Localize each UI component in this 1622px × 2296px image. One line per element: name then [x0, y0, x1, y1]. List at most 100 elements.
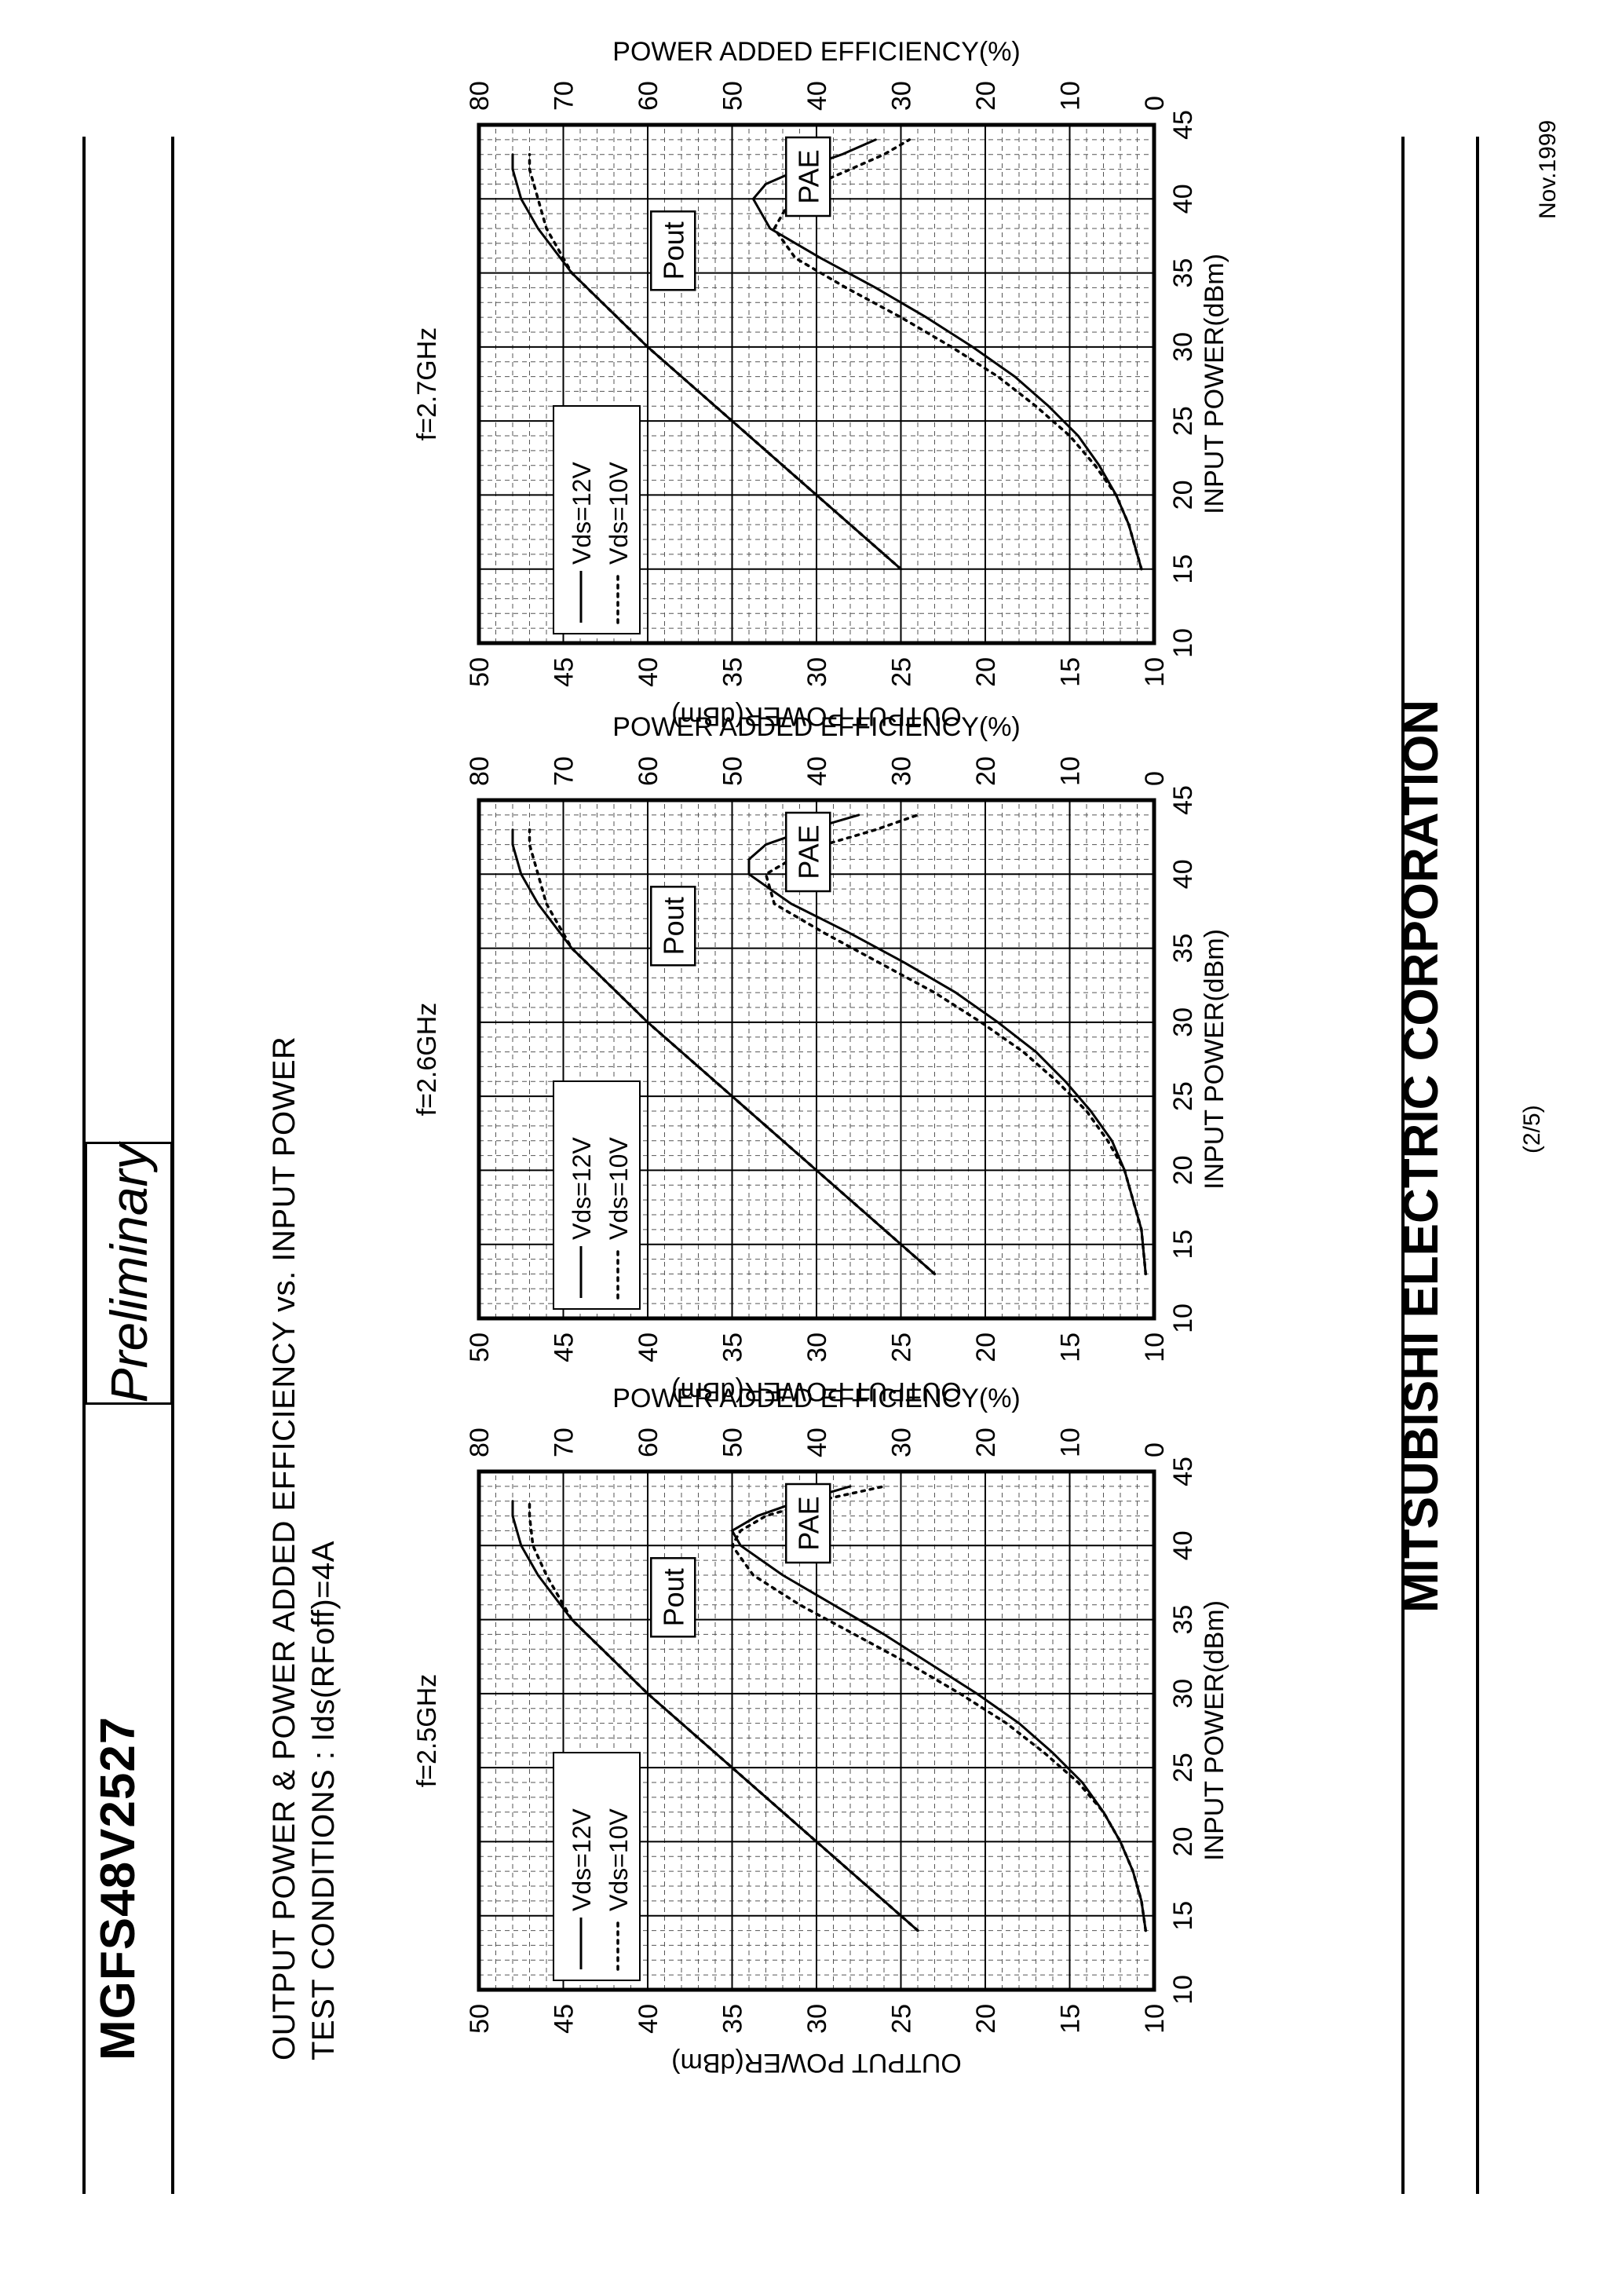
y-tick-label: 15 [1056, 657, 1086, 687]
y2-axis-label: POWER ADDED EFFICIENCY(%) [612, 712, 1020, 742]
y-tick-label: 25 [887, 1333, 917, 1362]
y2-tick-label: 60 [634, 81, 663, 111]
y2-tick-label: 30 [887, 81, 917, 111]
legend-label: Vds=12V [568, 1137, 596, 1240]
x-tick-label: 45 [1168, 785, 1198, 815]
y-axis-label: OUTPUT POWER(dBm) [671, 701, 962, 731]
pout-line-vds-10v [528, 1499, 919, 1932]
x-tick-label: 30 [1168, 1007, 1198, 1037]
footer-rule-bottom [1476, 137, 1479, 2194]
x-tick-label: 45 [1168, 110, 1198, 140]
y2-tick-label: 70 [550, 81, 579, 111]
annotation-text: PAE [792, 1496, 824, 1550]
pae-label-box: PAE [785, 811, 831, 893]
y-tick-label: 10 [1140, 2004, 1170, 2034]
y2-tick-label: 60 [634, 1428, 663, 1457]
y2-axis-label: POWER ADDED EFFICIENCY(%) [612, 1384, 1020, 1413]
x-tick-label: 10 [1168, 1303, 1198, 1333]
pout-line-vds-10v [528, 152, 903, 571]
x-tick-label: 40 [1168, 859, 1198, 889]
y-tick-label: 50 [465, 657, 495, 687]
annotation-frame [785, 1483, 831, 1564]
chart-f-2-5ghz: f=2.5GHz 10 15 20 25 30 35 40 45 50 0 10 20 30 40 50 60 7… [369, 1314, 1264, 2084]
y-tick-label: 50 [465, 1333, 495, 1362]
y2-tick-label: 20 [971, 1428, 1001, 1457]
y2-tick-label: 20 [971, 756, 1001, 786]
legend-label: Vds=10V [605, 1137, 633, 1240]
x-tick-label: 20 [1168, 481, 1198, 510]
pae-line-vds-12v [747, 813, 1147, 1275]
test-conditions: TEST CONDITIONS : Ids(RFoff)=4A [306, 1541, 341, 2060]
chart-f-2-6ghz: f=2.6GHz 10 15 20 25 30 35 40 45 50 0 10 20 30 40 50 60 7… [369, 643, 1264, 1413]
y-tick-label: 35 [718, 657, 748, 687]
plot-frame [477, 122, 1156, 645]
annotation-frame [785, 811, 831, 893]
x-tick-label: 40 [1168, 1530, 1198, 1560]
x-tick-label: 20 [1168, 1827, 1198, 1857]
y2-tick-label: 0 [1140, 96, 1170, 111]
x-axis-label: INPUT POWER(dBm) [1200, 254, 1229, 514]
x-tick-label: 25 [1168, 1081, 1198, 1111]
annotation-text: Pout [657, 1568, 689, 1626]
y-tick-label: 20 [971, 1333, 1001, 1362]
y-tick-label: 45 [550, 657, 579, 687]
chart-title: f=2.5GHz [412, 1674, 442, 1788]
y2-tick-label: 10 [1056, 1428, 1086, 1457]
legend-label: Vds=10V [605, 1808, 633, 1911]
x-tick-label: 40 [1168, 184, 1198, 214]
chart-svg: f=2.6GHz 10 15 20 25 30 35 40 45 50 0 10 20 30 40 50 60 7… [412, 712, 1229, 1406]
y2-tick-label: 20 [971, 81, 1001, 111]
y-axis-label: OUTPUT POWER(dBm) [671, 2048, 962, 2078]
chart-title: f=2.7GHz [412, 327, 442, 441]
y2-tick-label: 80 [465, 756, 495, 786]
annotation-frame [650, 1557, 696, 1638]
x-tick-label: 10 [1168, 628, 1198, 658]
y2-axis-label: POWER ADDED EFFICIENCY(%) [612, 37, 1020, 67]
legend: Vds=12V Vds=10V [553, 405, 641, 634]
x-tick-label: 20 [1168, 1156, 1198, 1186]
x-tick-label: 15 [1168, 1901, 1198, 1931]
legend: Vds=12V Vds=10V [553, 1752, 641, 1981]
annotation-frame [650, 886, 696, 967]
annotation-text: PAE [792, 149, 824, 203]
y-tick-label: 15 [1056, 1333, 1086, 1362]
page-number: (2/5) [1519, 1105, 1545, 1153]
pout-line-vds-10v [528, 828, 937, 1276]
x-axis-label: INPUT POWER(dBm) [1200, 929, 1229, 1190]
preliminary-badge: Preliminary [85, 1142, 173, 1405]
y-tick-label: 10 [1140, 657, 1170, 687]
plot-frame [477, 1469, 1156, 1992]
x-tick-label: 15 [1168, 554, 1198, 584]
y-tick-label: 35 [718, 2004, 748, 2034]
y2-tick-label: 80 [465, 1428, 495, 1457]
pout-label-box: Pout [650, 886, 696, 967]
revision-date: Nov.1999 [1535, 119, 1561, 219]
pout-label-box: Pout [650, 210, 696, 291]
y2-tick-label: 50 [718, 1428, 748, 1457]
x-tick-label: 35 [1168, 1605, 1198, 1635]
y-tick-label: 40 [634, 1333, 663, 1362]
y-tick-label: 25 [887, 657, 917, 687]
part-number: MGFS48V2527 [91, 1716, 145, 2060]
legend-label: Vds=10V [605, 462, 633, 565]
y2-tick-label: 40 [802, 1428, 832, 1457]
y-tick-label: 30 [802, 657, 832, 687]
y-tick-label: 45 [550, 2004, 579, 2034]
annotation-text: PAE [792, 824, 824, 879]
x-tick-label: 30 [1168, 332, 1198, 362]
annotation-text: Pout [657, 897, 689, 955]
pae-line-vds-10v [730, 1485, 1148, 1932]
annotation-frame [650, 210, 696, 291]
y-tick-label: 30 [802, 2004, 832, 2034]
y2-tick-label: 30 [887, 756, 917, 786]
chart-svg: f=2.5GHz 10 15 20 25 30 35 40 45 50 0 10 20 30 40 50 60 7… [412, 1384, 1229, 2078]
legend: Vds=12V Vds=10V [553, 1080, 641, 1310]
x-tick-label: 45 [1168, 1457, 1198, 1486]
x-tick-label: 10 [1168, 1975, 1198, 2005]
pout-label-box: Pout [650, 1557, 696, 1638]
y2-tick-label: 50 [718, 81, 748, 111]
x-tick-label: 25 [1168, 1753, 1198, 1782]
y-tick-label: 20 [971, 657, 1001, 687]
pae-label-box: PAE [785, 136, 831, 218]
